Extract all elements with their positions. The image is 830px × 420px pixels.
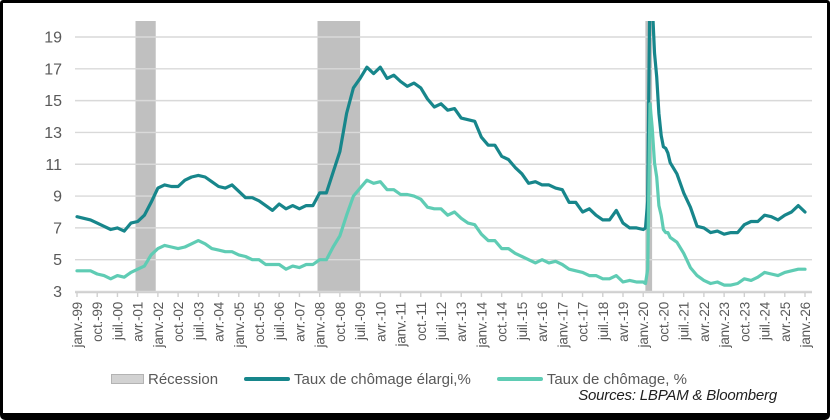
- y-tick-label: 17: [44, 61, 62, 78]
- chomage-line-icon: [496, 376, 543, 382]
- recession-swatch-icon: [111, 374, 144, 384]
- x-tick-label: juil.-09: [353, 302, 368, 341]
- y-tick-label: 3: [53, 284, 62, 301]
- x-tick-label: avr.-07: [292, 302, 307, 342]
- x-tick-label: oct.-05: [252, 302, 267, 342]
- x-tick-label: oct.-17: [576, 302, 591, 342]
- x-tick-label: juil.-15: [515, 302, 530, 341]
- y-tick-label: 15: [44, 93, 62, 110]
- source-credit: Sources: LBPAM & Bloomberg: [578, 387, 777, 404]
- y-tick-label: 19: [44, 30, 62, 47]
- x-tick-label: juil.-18: [596, 302, 611, 341]
- x-tick-label: oct.-23: [737, 302, 752, 342]
- x-tick-label: avr.-16: [535, 302, 550, 342]
- x-tick-label: avr.-04: [212, 301, 227, 342]
- x-tick-label: oct.-99: [90, 302, 105, 342]
- x-tick-label: avr.-10: [373, 302, 388, 342]
- legend-item-chomage: Taux de chômage, %: [496, 370, 687, 388]
- x-tick-label: oct.-02: [171, 302, 186, 342]
- x-tick-label: janv.-05: [232, 302, 247, 348]
- legend-item-recession: Récession: [111, 371, 218, 388]
- x-tick-label: juil.-06: [272, 302, 287, 341]
- x-tick-label: janv.-26: [798, 302, 813, 348]
- x-tick-label: juil.-03: [191, 302, 206, 341]
- y-tick-label: 11: [45, 157, 62, 174]
- y-tick-label: 7: [53, 220, 62, 237]
- x-tick-label: avr.-25: [778, 302, 793, 342]
- x-tick-label: janv.-23: [717, 302, 732, 348]
- elargi-line-icon: [244, 376, 291, 382]
- recession-band: [135, 21, 156, 293]
- x-tick-label: juil.-21: [677, 302, 692, 341]
- y-tick-label: 5: [53, 252, 62, 269]
- x-tick-label: janv.-11: [394, 302, 409, 347]
- x-tick-label: janv.-02: [151, 302, 166, 348]
- x-tick-label: avr.-19: [616, 302, 631, 342]
- x-tick-label: oct.-08: [333, 302, 348, 342]
- legend-label-elargi: Taux de chômage élargi,%: [294, 370, 471, 388]
- x-tick-label: janv.-99: [70, 302, 85, 348]
- legend-label-chomage: Taux de chômage, %: [546, 370, 687, 388]
- legend-item-elargi: Taux de chômage élargi,%: [244, 371, 471, 388]
- y-tick-label: 9: [53, 189, 62, 206]
- legend-label-recession: Récession: [148, 370, 219, 388]
- x-tick-label: oct.-14: [495, 301, 510, 342]
- x-tick-label: avr.-22: [697, 302, 712, 342]
- x-tick-label: avr.-01: [131, 302, 146, 342]
- x-tick-label: janv.-14: [474, 301, 489, 348]
- x-tick-label: juil.-00: [110, 302, 125, 341]
- elargi-series-line: [75, 21, 807, 236]
- y-tick-label: 13: [44, 125, 62, 142]
- unemployment-chart-svg: janv.-99 oct.-99 juil.-00 avr.-01 janv.-02 oc…: [44, 21, 813, 348]
- x-tick-label: janv.-08: [313, 302, 328, 348]
- chomage-series-line: [75, 102, 807, 287]
- chart-legend: Récession Taux de chômage élargi,% Taux …: [111, 367, 687, 391]
- x-tick-label: juil.-12: [434, 302, 449, 341]
- x-tick-label: juil.-24: [758, 301, 773, 341]
- x-tick-label: avr.-13: [454, 302, 469, 342]
- x-tick-label: janv.-20: [636, 302, 651, 348]
- x-tick-label: oct.-11: [414, 302, 429, 341]
- x-tick-label: janv.-17: [555, 302, 570, 348]
- x-tick-label: oct.-20: [656, 302, 671, 342]
